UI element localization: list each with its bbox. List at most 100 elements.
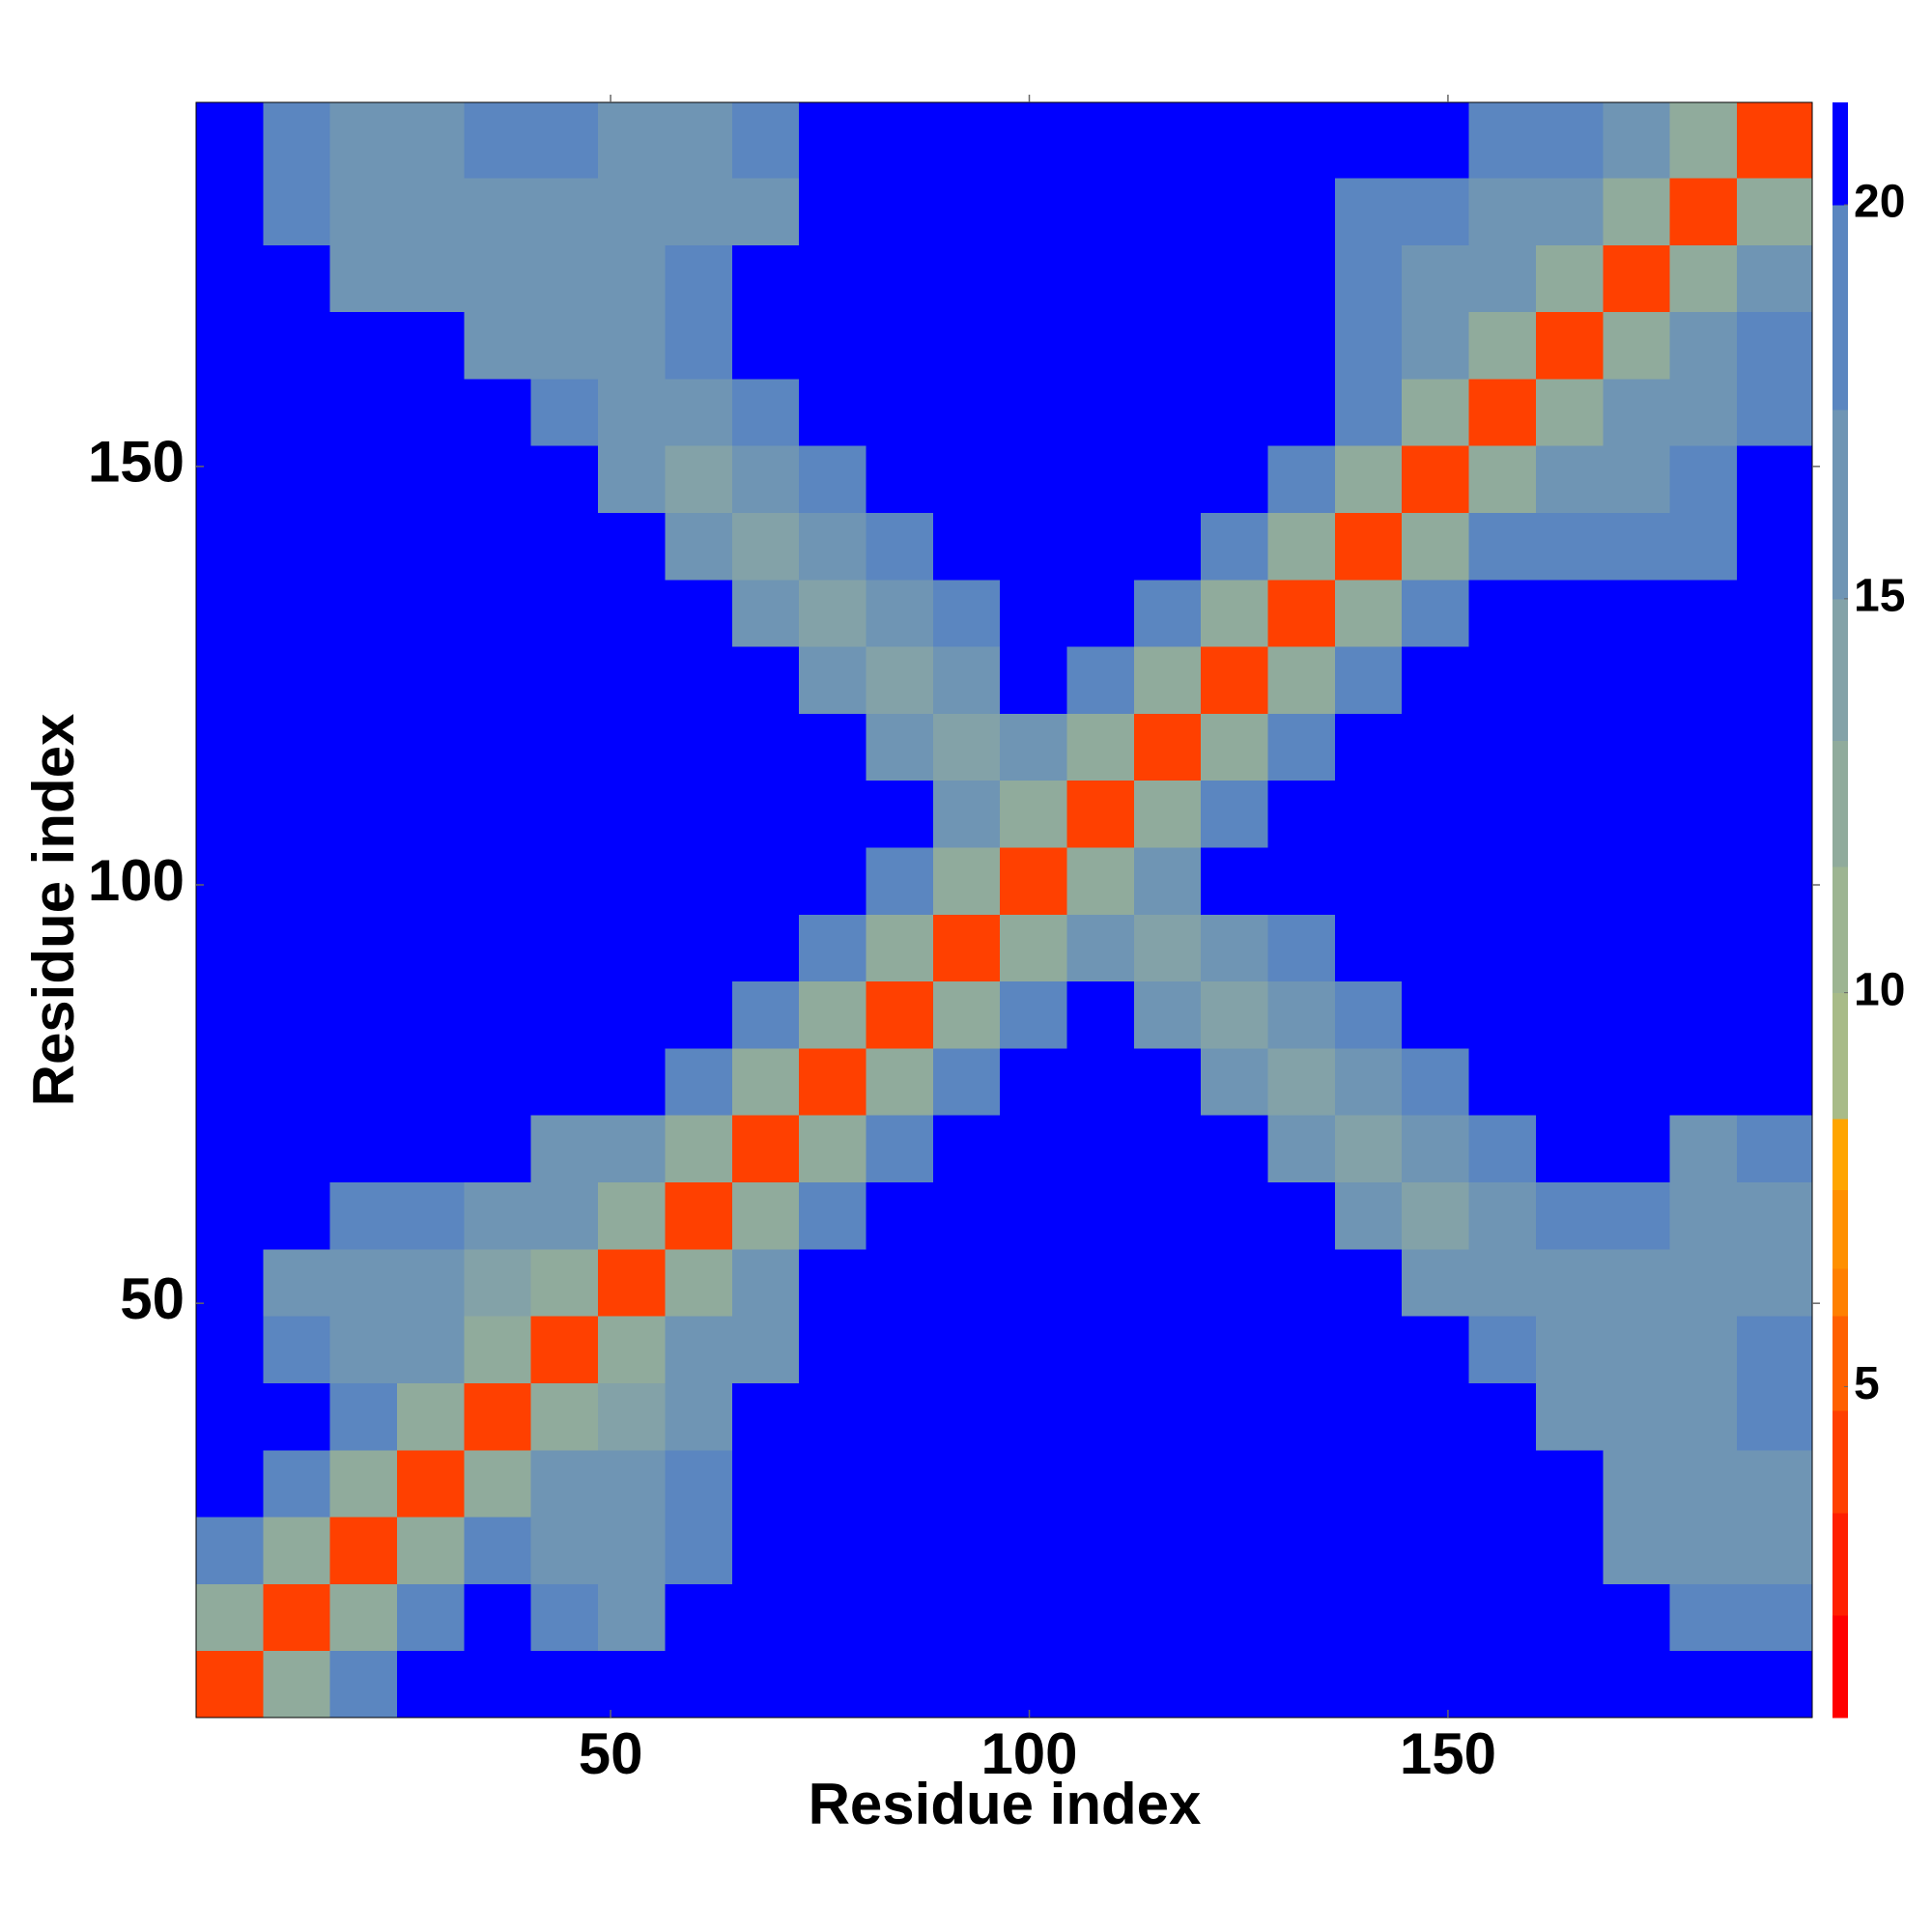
cell bbox=[397, 1115, 465, 1183]
cell bbox=[530, 1181, 599, 1250]
cell bbox=[1603, 1449, 1671, 1518]
cell bbox=[1334, 1382, 1403, 1451]
cell bbox=[799, 1517, 867, 1584]
cell bbox=[665, 1650, 733, 1719]
cell bbox=[1535, 1047, 1604, 1116]
cell bbox=[1535, 780, 1604, 848]
cell bbox=[1334, 579, 1403, 647]
cell bbox=[329, 980, 398, 1049]
cell bbox=[530, 646, 599, 714]
cell bbox=[1133, 579, 1202, 647]
cell bbox=[329, 713, 398, 781]
cell bbox=[196, 445, 264, 513]
cell bbox=[1402, 713, 1470, 781]
cell bbox=[799, 512, 867, 581]
cell bbox=[329, 579, 398, 647]
cell bbox=[932, 244, 1001, 313]
cell bbox=[530, 780, 599, 848]
cell bbox=[731, 646, 800, 714]
cell bbox=[1669, 311, 1738, 380]
cell bbox=[1402, 847, 1470, 915]
cell bbox=[1133, 1316, 1202, 1383]
colorbar-band bbox=[1833, 1268, 1848, 1317]
cell bbox=[1468, 713, 1537, 781]
cell bbox=[1334, 646, 1403, 714]
cell bbox=[263, 646, 331, 714]
cell bbox=[464, 713, 532, 781]
cell bbox=[263, 1449, 331, 1518]
cell bbox=[1669, 445, 1738, 513]
cell bbox=[1468, 1248, 1537, 1317]
cell bbox=[1535, 646, 1604, 714]
cell bbox=[1736, 1181, 1813, 1250]
cell bbox=[1468, 780, 1537, 848]
cell bbox=[1201, 713, 1269, 781]
cell bbox=[1066, 713, 1135, 781]
cell bbox=[464, 847, 532, 915]
cell bbox=[1468, 1517, 1537, 1584]
cell bbox=[1201, 1382, 1269, 1451]
cell bbox=[1736, 713, 1813, 781]
cell bbox=[1468, 512, 1537, 581]
cell bbox=[1201, 1449, 1269, 1518]
cell bbox=[1669, 244, 1738, 313]
cell bbox=[932, 847, 1001, 915]
cell bbox=[1334, 914, 1403, 982]
cell bbox=[1201, 780, 1269, 848]
cell bbox=[665, 378, 733, 446]
cell bbox=[1133, 311, 1202, 380]
colorbar-band bbox=[1833, 740, 1848, 867]
cell bbox=[665, 579, 733, 647]
cell bbox=[1468, 1316, 1537, 1383]
cell bbox=[397, 847, 465, 915]
cell bbox=[397, 1650, 465, 1719]
cell bbox=[1468, 1181, 1537, 1250]
cell bbox=[1535, 445, 1604, 513]
cell bbox=[1603, 1047, 1671, 1116]
cell bbox=[196, 646, 264, 714]
cell bbox=[731, 914, 800, 982]
cell bbox=[799, 1650, 867, 1719]
cell bbox=[1133, 980, 1202, 1049]
colorbar-band bbox=[1833, 867, 1848, 994]
cell bbox=[1535, 1115, 1604, 1183]
cell bbox=[1736, 1047, 1813, 1116]
cell bbox=[932, 713, 1001, 781]
cell bbox=[196, 244, 264, 313]
cell bbox=[263, 980, 331, 1049]
cell bbox=[598, 1449, 666, 1518]
cell bbox=[1066, 1047, 1135, 1116]
cell bbox=[263, 780, 331, 848]
cell bbox=[1201, 1115, 1269, 1183]
cell bbox=[1402, 311, 1470, 380]
cell bbox=[1267, 1248, 1336, 1317]
cell bbox=[1669, 847, 1738, 915]
cell bbox=[1133, 713, 1202, 781]
cell bbox=[1133, 244, 1202, 313]
cell bbox=[397, 914, 465, 982]
cell bbox=[329, 1650, 398, 1719]
cell bbox=[1334, 1316, 1403, 1383]
cell bbox=[932, 445, 1001, 513]
cell bbox=[1267, 980, 1336, 1049]
cell bbox=[731, 847, 800, 915]
cell bbox=[329, 1047, 398, 1116]
cell bbox=[1267, 1650, 1336, 1719]
cell bbox=[1334, 1650, 1403, 1719]
cell bbox=[1669, 1115, 1738, 1183]
cell bbox=[598, 1650, 666, 1719]
x-tick-label: 150 bbox=[1400, 1721, 1496, 1786]
cell bbox=[1133, 1181, 1202, 1250]
cell bbox=[1669, 914, 1738, 982]
cell bbox=[1669, 1047, 1738, 1116]
cell bbox=[1201, 102, 1269, 179]
cell bbox=[1000, 1650, 1068, 1719]
cell bbox=[530, 102, 599, 179]
cell bbox=[665, 713, 733, 781]
cell bbox=[1402, 1650, 1470, 1719]
cell bbox=[1402, 1449, 1470, 1518]
cell bbox=[665, 102, 733, 179]
cell bbox=[1603, 1382, 1671, 1451]
cell bbox=[1535, 1382, 1604, 1451]
cell bbox=[196, 1181, 264, 1250]
